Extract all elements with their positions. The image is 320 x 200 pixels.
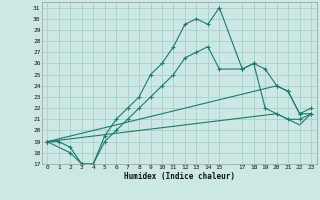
X-axis label: Humidex (Indice chaleur): Humidex (Indice chaleur) [124, 172, 235, 181]
